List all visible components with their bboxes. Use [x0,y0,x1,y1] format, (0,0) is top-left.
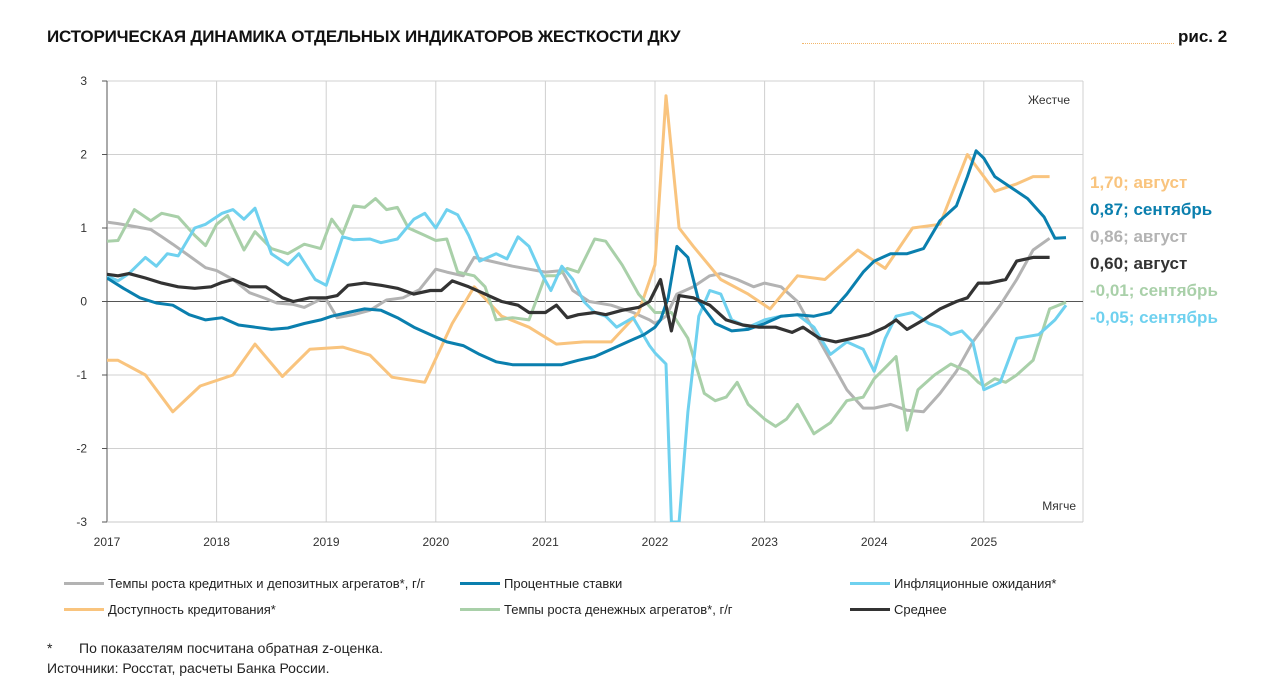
legend-label: Темпы роста денежных агрегатов*, г/г [504,602,733,617]
chart-title: ИСТОРИЧЕСКАЯ ДИНАМИКА ОТДЕЛЬНЫХ ИНДИКАТО… [47,27,681,46]
end-label-avg: 0,60; август [1090,254,1188,273]
series-line-infl [107,206,1068,522]
series-line-access [107,94,1050,414]
x-tick-label: 2024 [861,535,888,549]
legend-item-rates: Процентные ставки [460,576,622,591]
end-label-infl: -0,05; сентябрь [1090,308,1218,327]
series-line-money [107,197,1067,436]
figure-number: рис. 2 [1178,27,1228,46]
end-label-rates: 0,87; сентябрь [1090,200,1213,219]
y-tick-label: 3 [80,74,87,88]
x-tick-label: 2018 [203,535,230,549]
y-tick-label: -2 [76,442,87,456]
y-tick-label: 2 [80,148,87,162]
footnote-star: * [47,640,53,656]
x-tick-label: 2025 [970,535,997,549]
legend-label: Процентные ставки [504,576,623,591]
series-lines [107,94,1068,522]
x-tick-label: 2020 [422,535,449,549]
x-tick-label: 2017 [94,535,121,549]
annotation-looser: Мягче [1042,499,1076,513]
footnote: * По показателям посчитана обратная z-оце… [47,640,383,656]
legend-label: Темпы роста кредитных и депозитных агрег… [108,576,426,591]
legend-swatch [460,608,500,611]
axes: 3 2 1 0 -1 -2 -3 2017 2018 2019 2020 2021 2022 2023 20… [76,74,1083,549]
legend-item-access: Доступность кредитования* [64,602,276,617]
legend-item-money: Темпы роста денежных агрегатов*, г/г [460,602,733,617]
series-line-rates [107,149,1067,367]
y-tick-label: 0 [80,295,87,309]
end-label-money: -0,01; сентябрь [1090,281,1218,300]
legend-label: Инфляционные ожидания* [894,576,1057,591]
legend-item-avg: Среднее [850,602,947,617]
end-label-access: 1,70; август [1090,173,1188,192]
legend-swatch [850,608,890,611]
legend-item-infl: Инфляционные ожидания* [850,576,1056,591]
legend-item-credit: Темпы роста кредитных и депозитных агрег… [64,576,425,591]
y-tick-label: 1 [80,221,87,235]
title-leader-line [802,43,1174,44]
y-tick-label: -1 [76,368,87,382]
legend-swatch [460,582,500,585]
sources: Источники: Росстат, расчеты Банка России… [47,660,330,676]
y-tick-label: -3 [76,515,87,529]
legend-label: Среднее [894,602,947,617]
legend-swatch [64,608,104,611]
footnote-text: По показателям посчитана обратная z-оцен… [79,640,384,656]
end-label-credit: 0,86; август [1090,227,1188,246]
legend-label: Доступность кредитования* [108,602,276,617]
x-tick-label: 2019 [313,535,340,549]
x-tick-label: 2023 [751,535,778,549]
series-line-credit [107,220,1051,414]
annotation-tighter: Жестче [1028,93,1070,107]
legend-swatch [64,582,104,585]
x-tick-label: 2022 [642,535,669,549]
legend-swatch [850,582,890,585]
series-line-avg [107,255,1050,344]
x-tick-label: 2021 [532,535,559,549]
